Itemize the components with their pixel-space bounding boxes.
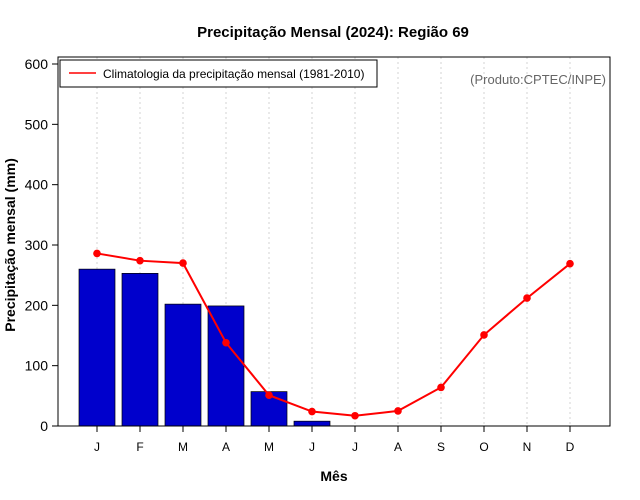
y-tick-label: 100 <box>25 358 49 374</box>
x-tick-label: D <box>566 440 575 454</box>
x-tick-label: J <box>94 440 100 454</box>
x-tick-label: M <box>178 440 188 454</box>
x-tick-label: A <box>394 440 402 454</box>
climatology-point-1 <box>136 256 144 265</box>
chart-title: Precipitação Mensal (2024): Região 69 <box>197 24 469 41</box>
legend-label: Climatologia da precipitação mensal (198… <box>103 67 364 81</box>
bar-series <box>78 268 331 427</box>
climatology-line <box>96 252 571 417</box>
y-tick-label: 400 <box>25 177 49 193</box>
bar-3 <box>207 305 245 427</box>
plot-frame <box>57 56 611 427</box>
climatology-point-10 <box>523 294 531 302</box>
climatology-point-0 <box>93 249 101 258</box>
y-tick-label: 200 <box>25 297 49 313</box>
y-axis-label: Precipitação mensal (mm) <box>2 158 18 332</box>
x-tick-label: J <box>352 440 358 454</box>
y-tick-label: 600 <box>25 56 49 72</box>
climatology-point-3 <box>222 338 230 347</box>
x-tick-label: O <box>479 440 488 454</box>
bar-0 <box>78 268 116 427</box>
x-axis-label: Mês <box>320 468 347 484</box>
climatology-point-9 <box>480 331 488 339</box>
legend-box <box>59 59 378 88</box>
climatology-point-2 <box>179 259 187 267</box>
bar-2 <box>164 303 202 427</box>
climatology-point-4 <box>265 391 273 400</box>
climatology-point-8 <box>437 383 445 392</box>
climatology-point-5 <box>308 407 316 416</box>
axes: 0 100 200 300 400 500 600 J F M A M J J A S O N D <box>25 56 575 454</box>
x-tick-label: A <box>222 440 230 454</box>
climatology-series <box>93 249 574 420</box>
bar-1 <box>121 273 159 427</box>
bar-5 <box>293 420 331 427</box>
legend: Climatologia da precipitação mensal (198… <box>59 59 378 88</box>
climatology-point-7 <box>394 407 402 415</box>
x-tick-label: M <box>264 440 274 454</box>
gridlines <box>96 57 571 426</box>
x-tick-label: F <box>136 440 143 454</box>
x-tick-label: J <box>309 440 315 454</box>
y-tick-label: 0 <box>40 418 48 434</box>
x-tick-label: S <box>437 440 445 454</box>
credit-text: (Produto:CPTEC/INPE) <box>470 72 606 87</box>
x-tick-label: N <box>523 440 532 454</box>
climatology-point-11 <box>566 259 574 268</box>
y-tick-label: 500 <box>25 116 49 132</box>
climatology-point-6 <box>351 411 359 420</box>
y-tick-label: 300 <box>25 237 49 253</box>
